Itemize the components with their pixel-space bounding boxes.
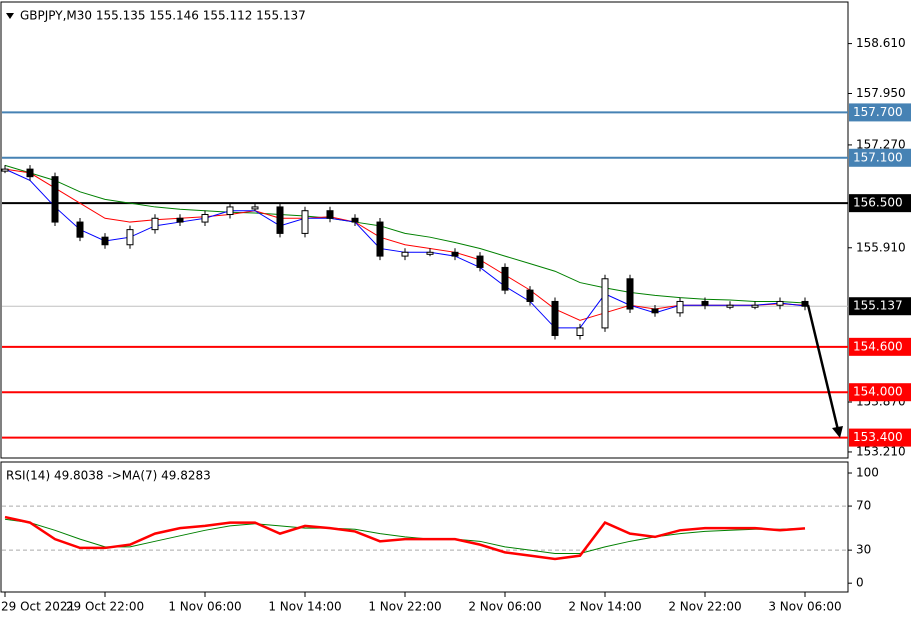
price-frame bbox=[0, 1, 849, 459]
level-label: 156.500 bbox=[853, 196, 903, 210]
x-tick-label: 1 Nov 14:00 bbox=[268, 600, 341, 614]
y-tick-label: 0 bbox=[856, 576, 864, 590]
candle bbox=[526, 289, 534, 302]
candle bbox=[776, 300, 784, 306]
candle bbox=[701, 300, 709, 306]
series-line bbox=[4, 164, 806, 304]
chart-title: GBPJPY,M30 155.135 155.146 155.112 155.1… bbox=[20, 9, 306, 23]
x-tick-label: 1 Nov 06:00 bbox=[168, 600, 241, 614]
candle bbox=[626, 278, 634, 310]
y-tick-label: 158.610 bbox=[856, 36, 906, 50]
candle bbox=[801, 300, 809, 307]
y-tick-label: 100 bbox=[856, 466, 879, 480]
x-tick-label: 2 Nov 06:00 bbox=[468, 600, 541, 614]
series-line bbox=[4, 515, 806, 561]
plot: 158.610157.950157.270155.910153.870153.2… bbox=[1, 36, 911, 614]
rsi-title: RSI(14) 49.8038 ->MA(7) 49.8283 bbox=[6, 469, 211, 483]
candle bbox=[576, 327, 584, 336]
level-label: 157.700 bbox=[853, 105, 903, 119]
candle bbox=[226, 206, 234, 215]
level-box bbox=[849, 428, 911, 447]
level-box bbox=[849, 337, 911, 356]
level-label: 154.000 bbox=[853, 385, 903, 399]
level-box bbox=[849, 383, 911, 402]
y-tick-label: 157.950 bbox=[856, 86, 906, 100]
level-box bbox=[849, 297, 911, 316]
candle bbox=[101, 236, 109, 246]
candle bbox=[126, 229, 134, 246]
candle bbox=[326, 210, 334, 219]
candle bbox=[251, 206, 259, 210]
candle bbox=[551, 300, 559, 336]
level-box bbox=[849, 194, 911, 213]
candle bbox=[601, 278, 609, 329]
candle bbox=[451, 251, 459, 257]
x-tick-label: 2 Nov 14:00 bbox=[568, 600, 641, 614]
x-tick-label: 1 Nov 22:00 bbox=[368, 600, 441, 614]
candle bbox=[26, 168, 34, 178]
candle bbox=[351, 217, 359, 223]
rsi-frame bbox=[0, 461, 849, 593]
candle bbox=[426, 251, 434, 255]
y-tick-label: 30 bbox=[856, 543, 871, 557]
candle bbox=[151, 217, 159, 231]
level-box bbox=[849, 148, 911, 167]
y-tick-label: 70 bbox=[856, 499, 871, 513]
x-tick-label: 29 Oct 22:00 bbox=[66, 600, 144, 614]
candle bbox=[376, 221, 384, 257]
candle bbox=[76, 221, 84, 238]
y-tick-label: 153.210 bbox=[856, 444, 906, 458]
candle bbox=[51, 176, 59, 223]
candle bbox=[301, 210, 309, 234]
candle bbox=[201, 213, 209, 223]
y-tick-label: 155.910 bbox=[856, 240, 906, 254]
candle bbox=[676, 300, 684, 314]
level-label: 155.137 bbox=[853, 299, 903, 313]
x-tick-label: 29 Oct 2021 bbox=[1, 600, 75, 614]
candle bbox=[501, 266, 509, 291]
menu-triangle bbox=[6, 13, 14, 19]
candle bbox=[176, 217, 184, 223]
candle bbox=[751, 304, 759, 308]
arrow-head bbox=[832, 426, 843, 438]
series-line bbox=[4, 518, 806, 554]
level-box bbox=[849, 103, 911, 122]
candle bbox=[726, 304, 734, 308]
y-tick-label: 157.270 bbox=[856, 137, 906, 151]
candle bbox=[476, 255, 484, 268]
candle bbox=[276, 206, 284, 234]
forecast-arrow bbox=[806, 304, 840, 431]
level-label: 153.400 bbox=[853, 430, 903, 444]
series-line bbox=[4, 168, 806, 321]
level-label: 154.600 bbox=[853, 339, 903, 353]
candle bbox=[401, 251, 409, 257]
level-label: 157.100 bbox=[853, 150, 903, 164]
x-tick-label: 3 Nov 06:00 bbox=[768, 600, 841, 614]
candle bbox=[1, 168, 9, 172]
x-tick-label: 2 Nov 22:00 bbox=[668, 600, 741, 614]
candle bbox=[651, 308, 659, 314]
